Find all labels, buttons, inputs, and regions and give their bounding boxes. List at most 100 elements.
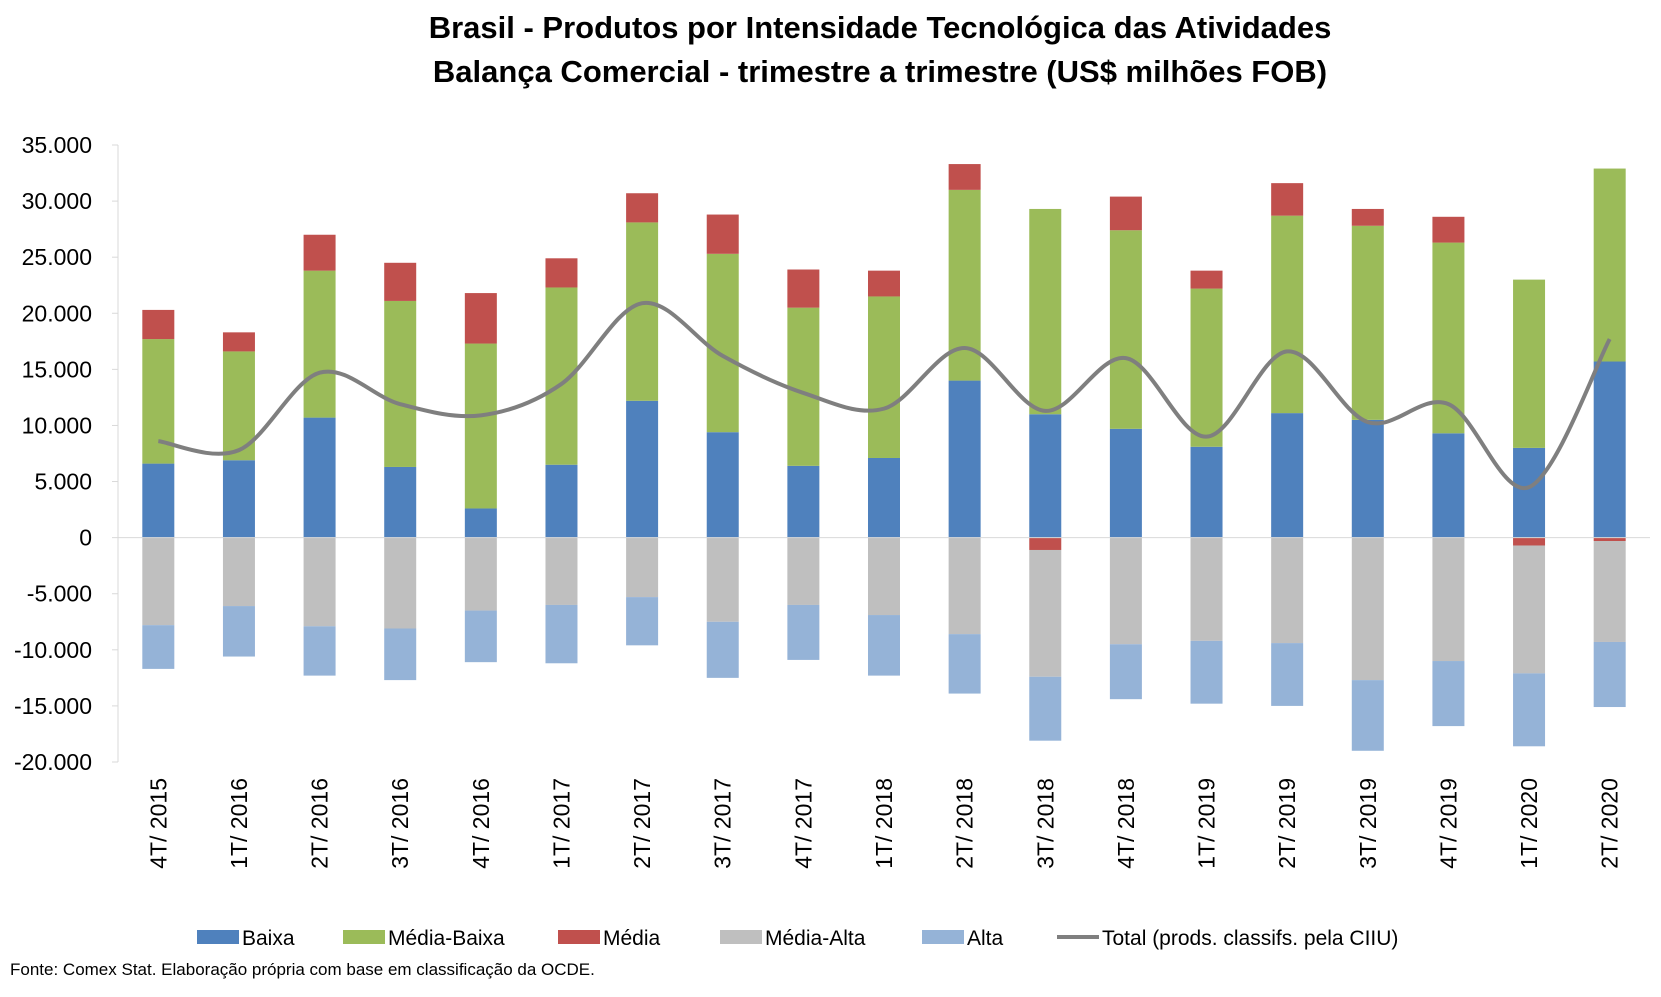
y-tick-label: -5.000	[27, 581, 92, 607]
x-axis: 4T/ 2015 1T/ 2016 2T/ 2016 3T/ 2016 4T/ 2016…	[145, 778, 1622, 869]
bar-media	[787, 269, 820, 308]
bar-baixa	[1593, 361, 1626, 538]
bar-alta	[868, 615, 900, 676]
bar-media	[384, 262, 417, 301]
bar-alta	[1109, 644, 1142, 700]
bar-alta	[1271, 643, 1304, 706]
bar-baixa	[868, 457, 900, 538]
bar-baixa	[1351, 419, 1384, 538]
bar-media-baixa	[1513, 279, 1546, 448]
bar-media	[464, 293, 497, 344]
bars	[142, 164, 1626, 751]
chart-title: Brasil - Produtos por Intensidade Tecnol…	[429, 10, 1332, 45]
y-tick-label: 10.000	[22, 412, 92, 438]
bar-media-alta	[626, 537, 659, 598]
legend-swatch	[197, 930, 239, 944]
bar-baixa	[948, 380, 981, 538]
y-tick-label: 5.000	[34, 469, 92, 495]
bar-baixa	[626, 400, 659, 538]
bar-media	[1513, 537, 1546, 546]
bar-baixa	[787, 465, 820, 538]
legend-label: Total (prods. classifs. pela CIIU)	[1102, 927, 1398, 950]
bar-media	[1432, 216, 1465, 243]
y-tick-label: -20.000	[14, 749, 92, 775]
bar-baixa	[1513, 447, 1546, 538]
x-tick-label: 3T/ 2017	[710, 778, 736, 869]
legend-label: Média-Baixa	[388, 927, 505, 950]
bar-media	[1109, 196, 1142, 231]
x-tick-label: 2T/ 2017	[629, 778, 655, 869]
bar-media	[868, 270, 900, 297]
bar-alta	[1593, 641, 1626, 708]
bar-alta	[1513, 673, 1546, 747]
line-total	[157, 301, 1612, 491]
bar-media-baixa	[1351, 225, 1384, 420]
source-note: Fonte: Comex Stat. Elaboração própria co…	[10, 960, 595, 979]
bar-baixa	[222, 460, 255, 538]
bar-media-alta	[222, 537, 255, 607]
x-tick-label: 2T/ 2019	[1274, 778, 1300, 869]
bar-alta	[1351, 680, 1384, 751]
y-tick-label: -10.000	[14, 637, 92, 663]
bar-media	[303, 234, 336, 271]
bar-media	[706, 214, 739, 254]
bar-media	[1593, 537, 1626, 542]
bar-baixa	[303, 417, 336, 538]
x-tick-label: 3T/ 2019	[1355, 778, 1381, 869]
bar-media-alta	[303, 537, 336, 627]
bar-baixa	[545, 464, 578, 538]
x-tick-label: 4T/ 2016	[468, 778, 494, 869]
bar-alta	[706, 621, 739, 678]
bar-media	[222, 332, 255, 352]
bar-media-alta	[787, 537, 820, 605]
legend-label: Alta	[967, 927, 1004, 950]
bar-baixa	[1029, 414, 1062, 538]
bar-media	[1029, 537, 1062, 550]
bar-media-alta	[868, 537, 900, 616]
legend-label: Baixa	[242, 927, 295, 950]
y-axis: 35.000 30.000 25.000 20.000 15.000 10.000 5.00…	[14, 132, 119, 775]
total-series	[157, 301, 1612, 491]
x-tick-label: 2T/ 2016	[307, 778, 333, 869]
bar-media-alta	[1593, 541, 1626, 642]
x-tick-label: 1T/ 2019	[1194, 778, 1220, 869]
bar-media-alta	[706, 537, 739, 622]
x-tick-label: 4T/ 2015	[145, 778, 171, 869]
legend-swatch	[922, 930, 964, 944]
y-tick-label: 15.000	[22, 356, 92, 382]
x-tick-label: 4T/ 2017	[790, 778, 816, 869]
bar-media-baixa	[868, 296, 900, 458]
bar-media-alta	[1109, 537, 1142, 645]
x-tick-label: 4T/ 2018	[1113, 778, 1139, 869]
bar-media-baixa	[626, 222, 659, 401]
bar-alta	[464, 610, 497, 663]
bar-alta	[384, 628, 417, 681]
legend-swatch	[558, 930, 600, 944]
x-tick-label: 2T/ 2018	[952, 778, 978, 869]
x-tick-label: 1T/ 2020	[1516, 778, 1542, 869]
bar-media	[948, 164, 981, 190]
y-tick-label: 25.000	[22, 244, 92, 270]
bar-media-alta	[1029, 549, 1062, 677]
x-tick-label: 1T/ 2017	[548, 778, 574, 869]
bar-baixa	[1109, 428, 1142, 538]
legend-label: Média-Alta	[765, 927, 866, 950]
y-tick-label: 30.000	[22, 188, 92, 214]
bar-media-alta	[1351, 537, 1384, 681]
bar-media	[545, 258, 578, 288]
bar-media-baixa	[1109, 230, 1142, 429]
bar-media-alta	[142, 537, 175, 626]
x-tick-label: 4T/ 2019	[1435, 778, 1461, 869]
y-tick-label: 35.000	[22, 132, 92, 158]
bar-baixa	[1190, 446, 1223, 538]
bar-media	[142, 309, 175, 340]
bar-alta	[222, 606, 255, 657]
bar-media-baixa	[1029, 208, 1062, 415]
bar-media-alta	[1432, 537, 1465, 662]
bar-baixa	[1432, 433, 1465, 538]
bar-media-baixa	[706, 253, 739, 433]
bar-media	[1351, 208, 1384, 226]
legend-swatch	[720, 930, 762, 944]
bar-media-alta	[1271, 537, 1304, 644]
